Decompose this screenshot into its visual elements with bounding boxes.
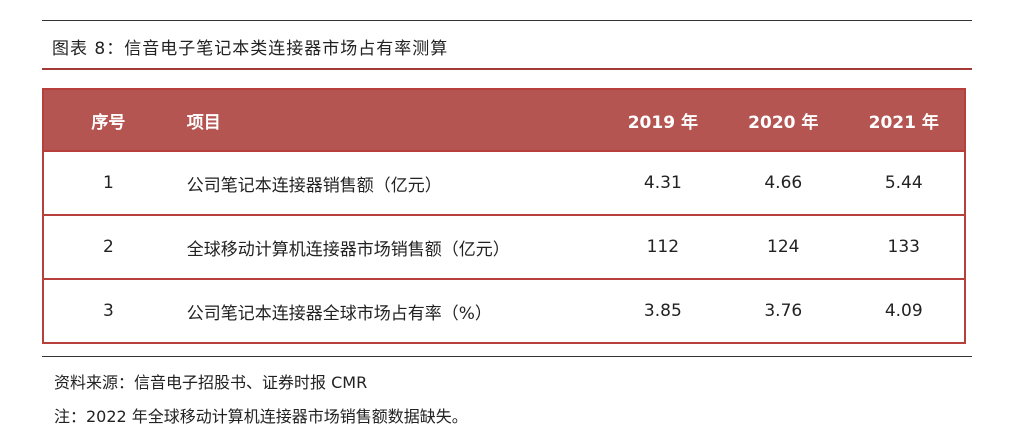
- footnote: 注：2022 年全球移动计算机连接器市场销售额数据缺失。: [54, 407, 468, 426]
- table-cell: 5.44: [843, 151, 965, 216]
- table-cell: 2: [43, 215, 173, 280]
- table-row: 3 公司笔记本连接器全球市场占有率（%） 3.85 3.76 4.09: [43, 279, 965, 344]
- table-cell: 1: [43, 151, 173, 216]
- table-body: 1 公司笔记本连接器销售额（亿元） 4.31 4.66 5.44 2 全球移动计算机连接器市…: [43, 151, 965, 344]
- table-cell: 124: [723, 215, 844, 280]
- data-table: 序号 项目 2019 年 2020 年 2021 年 1 公司笔记本连接器销售额（…: [42, 88, 966, 344]
- column-header: 项目: [172, 89, 603, 152]
- table-cell: 3: [43, 279, 173, 344]
- title-rule: [42, 68, 972, 70]
- source-note: 资料来源：信音电子招股书、证券时报 CMR: [54, 373, 368, 392]
- bottom-rule: [42, 356, 972, 357]
- table-cell: 4.09: [843, 279, 965, 344]
- table-cell: 4.31: [602, 151, 724, 216]
- table-cell: 4.66: [723, 151, 844, 216]
- table-cell: 133: [843, 215, 965, 280]
- table-row: 1 公司笔记本连接器销售额（亿元） 4.31 4.66 5.44: [43, 151, 965, 216]
- table-cell: 公司笔记本连接器销售额（亿元）: [172, 151, 603, 216]
- table-row: 2 全球移动计算机连接器市场销售额（亿元） 112 124 133: [43, 215, 965, 280]
- table-cell: 112: [602, 215, 724, 280]
- table-cell: 3.76: [723, 279, 844, 344]
- table-cell: 3.85: [602, 279, 724, 344]
- column-header: 序号: [43, 89, 173, 152]
- column-header: 2019 年: [602, 89, 724, 152]
- column-header: 2020 年: [723, 89, 844, 152]
- header-row: 序号 项目 2019 年 2020 年 2021 年: [43, 89, 965, 152]
- figure-title: 图表 8：信音电子笔记本类连接器市场占有率测算: [52, 39, 449, 59]
- table-cell: 全球移动计算机连接器市场销售额（亿元）: [172, 215, 603, 280]
- table-cell: 公司笔记本连接器全球市场占有率（%）: [172, 279, 603, 344]
- top-rule: [42, 20, 972, 21]
- column-header: 2021 年: [843, 89, 965, 152]
